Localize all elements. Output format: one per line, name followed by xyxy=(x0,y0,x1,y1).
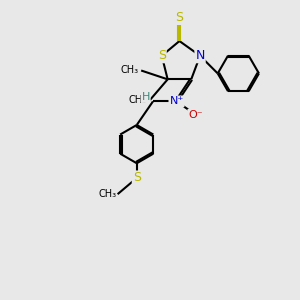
Text: S: S xyxy=(133,172,141,184)
Text: H: H xyxy=(141,92,150,102)
Text: CH₃: CH₃ xyxy=(120,65,138,76)
Text: N: N xyxy=(195,49,205,62)
Text: CH₃: CH₃ xyxy=(98,189,116,199)
Text: S: S xyxy=(158,49,166,62)
Text: N⁺: N⁺ xyxy=(169,96,184,106)
Text: CH₃: CH₃ xyxy=(129,95,147,105)
Text: S: S xyxy=(176,11,183,24)
Text: O⁻: O⁻ xyxy=(188,110,203,120)
